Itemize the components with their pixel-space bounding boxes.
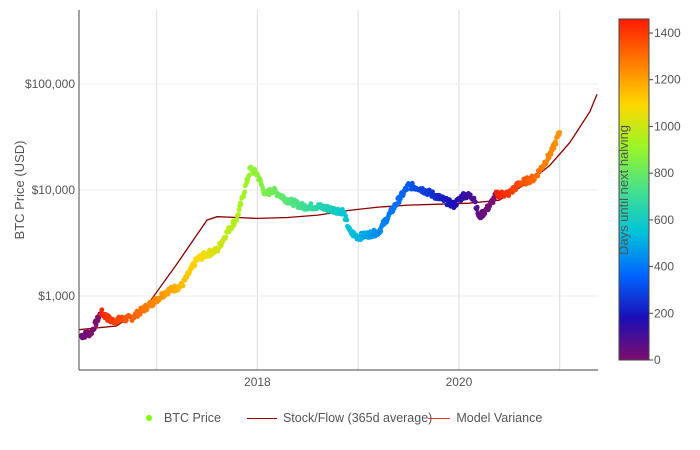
plot-area[interactable] (78, 94, 598, 341)
btc-price-point (238, 201, 244, 207)
btc-price-point (236, 207, 242, 213)
legend-dot-btc-price (146, 415, 152, 421)
btc-price-point (99, 307, 105, 313)
btc-price-point (242, 189, 248, 195)
btc-price-point (91, 326, 97, 332)
btc-price-point (535, 173, 541, 179)
legend-label-btc-price: BTC Price (164, 411, 221, 425)
y-tick-label: $1,000 (38, 289, 75, 303)
legend-line-stock-flow (246, 417, 277, 419)
x-axis-ticks: 2018 2020 (244, 375, 473, 389)
btc-price-point (553, 141, 559, 147)
btc-price-point (223, 234, 229, 240)
y-axis-ticks: $1,000 $10,000 $100,000 (25, 77, 75, 303)
btc-price-point (180, 283, 186, 289)
btc-price-point (557, 129, 563, 135)
y-tick-label: $10,000 (32, 183, 76, 197)
colorbar-tick-label: 1000 (654, 119, 681, 133)
btc-price-point (513, 187, 518, 193)
btc-price-point (551, 145, 557, 151)
btc-price-point (246, 172, 252, 178)
colorbar-tick-label: 800 (654, 166, 674, 180)
colorbar-ticks: 0 200 400 600 800 1000 1200 1400 (649, 26, 681, 367)
btc-price-point (236, 212, 241, 217)
btc-price-point (144, 306, 150, 312)
btc-price-point (89, 331, 95, 336)
stock-flow-line-group (78, 94, 598, 331)
colorbar (618, 18, 650, 361)
colorbar-tick-label: 1200 (654, 73, 681, 87)
colorbar-tick-label: 400 (654, 260, 674, 274)
stock-flow-line (78, 94, 598, 331)
colorbar-title: Days until next halving (616, 125, 631, 255)
y-axis-title: BTC Price (USD) (12, 141, 27, 240)
legend-item-model-variance[interactable]: Model Variance (428, 411, 542, 425)
legend-item-btc-price[interactable]: BTC Price (140, 411, 221, 425)
btc-price-point (378, 228, 384, 234)
btc-price-point (344, 217, 350, 223)
btc-price-point (234, 217, 240, 223)
legend-label-stock-flow: Stock/Flow (365d average) (282, 411, 433, 425)
btc-price-point (472, 199, 478, 205)
legend-item-stock-flow[interactable]: Stock/Flow (365d average) (246, 411, 433, 425)
btc-price-points (78, 129, 563, 341)
btc-price-point (474, 204, 480, 210)
grid (79, 10, 598, 370)
btc-price-point (404, 187, 410, 193)
btc-price-point (192, 263, 198, 268)
btc-price-point (491, 197, 497, 202)
btc-price-point (548, 151, 554, 157)
btc-price-point (409, 180, 415, 186)
legend-line-model-variance (428, 417, 451, 419)
btc-price-point (482, 211, 488, 217)
y-tick-label: $100,000 (25, 77, 75, 91)
x-tick-label: 2020 (446, 375, 473, 389)
colorbar-tick-label: 0 (654, 353, 661, 367)
colorbar-tick-label: 1400 (654, 26, 681, 40)
colorbar-tick-label: 200 (654, 306, 674, 320)
btc-price-point (454, 202, 459, 208)
legend: BTC Price Stock/Flow (365d average) Mode… (140, 411, 542, 425)
x-tick-label: 2018 (244, 375, 271, 389)
colorbar-tick-label: 600 (654, 213, 674, 227)
btc-price-point (308, 201, 314, 207)
legend-label-model-variance: Model Variance (456, 411, 543, 425)
